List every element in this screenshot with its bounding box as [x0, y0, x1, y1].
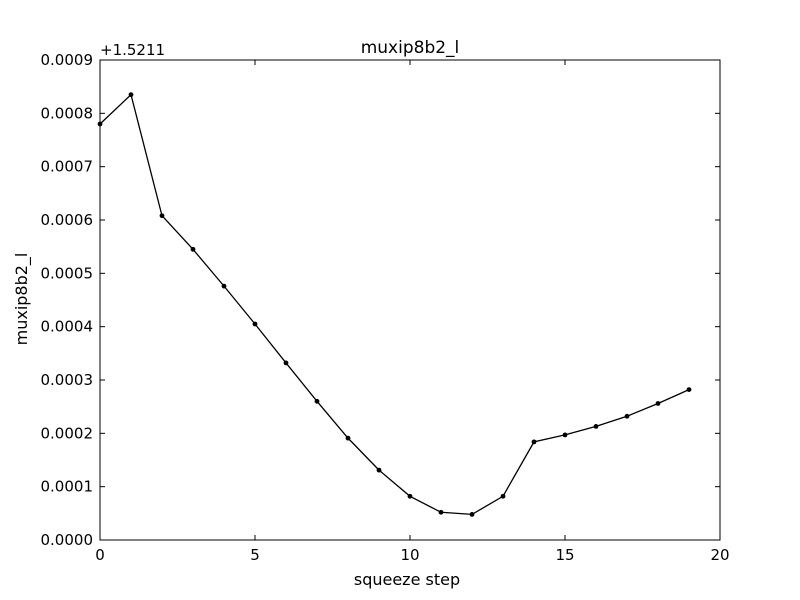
data-point — [252, 321, 258, 327]
data-point — [159, 213, 165, 219]
y-tick-label: 0.0003 — [41, 371, 94, 389]
data-point — [128, 92, 134, 98]
y-tick-label: 0.0005 — [41, 264, 94, 282]
y-axis-label: muxip8b2_l — [12, 253, 32, 346]
data-point — [531, 439, 537, 445]
y-tick-label: 0.0009 — [41, 51, 94, 69]
axis-ticks: 0 5 10 15 20 0.0000 0.0001 0.0002 0.0003 0.0004 0.… — [41, 51, 730, 564]
y-tick-label: 0.0001 — [41, 478, 94, 496]
x-axis-label: squeeze step — [354, 570, 460, 589]
y-offset-label: +1.5211 — [100, 41, 165, 59]
x-tick-label: 15 — [555, 546, 574, 564]
data-point — [593, 424, 599, 429]
plot-series — [97, 92, 692, 517]
data-point — [314, 398, 320, 404]
chart-title: muxip8b2_l — [361, 38, 460, 58]
plot-frame — [99, 59, 721, 541]
y-tick-label: 0.0004 — [41, 318, 94, 336]
data-point — [407, 493, 413, 499]
data-point — [469, 512, 475, 517]
y-tick-label: 0.0000 — [41, 531, 94, 549]
data-point — [686, 387, 692, 392]
data-point — [500, 493, 506, 499]
data-point — [376, 467, 382, 473]
data-point — [562, 432, 568, 438]
data-point — [221, 283, 227, 289]
y-tick-label: 0.0002 — [41, 424, 94, 442]
data-point — [624, 413, 630, 419]
series-line — [99, 93, 690, 516]
data-point — [283, 360, 289, 366]
data-point — [190, 246, 196, 252]
data-point — [655, 401, 661, 406]
data-point — [345, 435, 351, 441]
y-tick-label: 0.0006 — [41, 211, 94, 229]
x-tick-label: 0 — [95, 546, 105, 564]
x-tick-label: 20 — [710, 546, 729, 564]
x-tick-label: 10 — [400, 546, 419, 564]
data-point — [438, 509, 444, 515]
y-tick-label: 0.0008 — [41, 104, 94, 122]
x-tick-label: 5 — [250, 546, 260, 564]
y-tick-label: 0.0007 — [41, 158, 94, 176]
